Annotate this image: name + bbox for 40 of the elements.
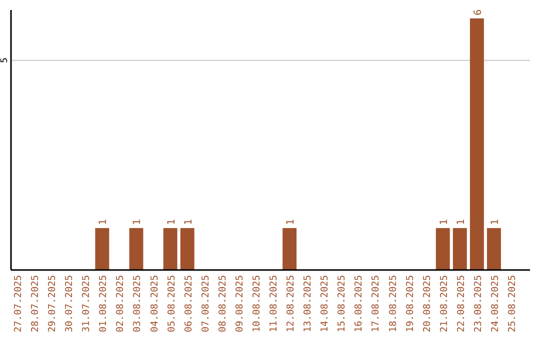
x-tick-label: 19.08.2025	[404, 275, 416, 332]
x-tick-label: 08.08.2025	[217, 275, 228, 332]
data-label: 1	[490, 219, 501, 226]
data-label: 1	[98, 219, 110, 226]
data-label: 1	[438, 219, 450, 226]
data-label: 1	[132, 219, 144, 226]
data-label: 1	[286, 219, 297, 226]
data-label: 6	[472, 9, 484, 16]
y-tick-label: 5	[0, 58, 10, 64]
x-tick-label: 16.08.2025	[354, 275, 365, 332]
x-tick-label: 07.08.2025	[200, 275, 212, 332]
x-tick-label: 11.08.2025	[268, 275, 280, 332]
x-tick-label: 03.08.2025	[132, 275, 144, 332]
x-tick-label: 13.08.2025	[302, 275, 314, 332]
x-tick-label: 01.08.2025	[98, 275, 110, 332]
x-tick-label: 23.08.2025	[472, 275, 484, 332]
x-tick-label: 31.07.2025	[81, 275, 92, 332]
x-tick-label: 24.08.2025	[490, 275, 501, 332]
x-tick-label: 06.08.2025	[183, 275, 194, 332]
x-tick-label: 10.08.2025	[251, 275, 262, 332]
x-tick-label: 15.08.2025	[336, 275, 348, 332]
data-label: 1	[166, 219, 178, 226]
x-tick-label: 12.08.2025	[286, 275, 297, 332]
x-tick-label: 20.08.2025	[422, 275, 433, 332]
x-tick-label: 22.08.2025	[456, 275, 467, 332]
x-tick-label: 27.07.2025	[13, 275, 24, 332]
x-tick-label: 18.08.2025	[388, 275, 399, 332]
x-tick-label: 17.08.2025	[370, 275, 382, 332]
data-label: 1	[456, 219, 467, 226]
x-tick-label: 14.08.2025	[320, 275, 331, 332]
x-tick-label: 28.07.2025	[30, 275, 42, 332]
x-tick-label: 05.08.2025	[166, 275, 178, 332]
x-tick-label: 30.07.2025	[64, 275, 76, 332]
x-tick-label: 21.08.2025	[438, 275, 450, 332]
data-label: 1	[183, 219, 194, 226]
x-tick-label: 04.08.2025	[149, 275, 160, 332]
x-tick-label: 09.08.2025	[234, 275, 246, 332]
x-tick-label: 02.08.2025	[115, 275, 126, 332]
x-tick-label: 25.08.2025	[507, 275, 518, 332]
x-tick-label: 29.07.2025	[47, 275, 58, 332]
